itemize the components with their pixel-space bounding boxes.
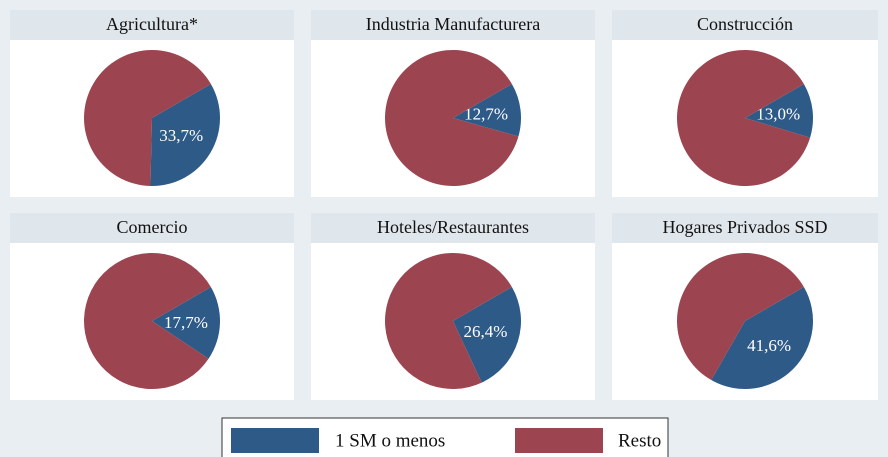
pie-slice <box>84 49 211 186</box>
panel-title-bar <box>10 213 294 243</box>
panel-title-bar <box>311 10 595 40</box>
panel-title: Industria Manufacturera <box>366 14 540 34</box>
data-label: 33,7% <box>159 126 203 145</box>
pie-slice <box>385 253 512 389</box>
panel-title-bar <box>10 10 294 40</box>
legend-swatch <box>515 428 603 453</box>
pie-slice <box>745 84 813 138</box>
panel-title: Hogares Privados SSD <box>663 217 828 237</box>
pie-slice <box>83 253 211 389</box>
pie-slice <box>453 287 522 383</box>
pie-slice <box>677 49 811 186</box>
legend-label: Resto <box>618 430 661 451</box>
pie-slice <box>150 84 221 186</box>
data-label: 13,0% <box>756 105 800 124</box>
panel-title: Construcción <box>697 14 793 34</box>
panel-title: Hoteles/Restaurantes <box>377 217 529 237</box>
pie-slice <box>677 253 804 381</box>
data-label: 12,7% <box>464 104 508 123</box>
panel-title-bar <box>311 213 595 243</box>
pie-slice <box>385 49 519 186</box>
legend-label: 1 SM o menos <box>335 430 445 451</box>
panel-title-bar <box>612 10 878 40</box>
pie-slice <box>152 287 220 359</box>
panel-title: Agricultura* <box>106 14 198 34</box>
data-label: 41,6% <box>747 336 791 355</box>
panel-title: Comercio <box>117 217 188 237</box>
data-label: 17,7% <box>164 313 208 332</box>
legend-swatch <box>231 428 319 453</box>
data-label: 26,4% <box>463 322 507 341</box>
pie-slice <box>711 287 814 390</box>
panel-title-bar <box>612 213 878 243</box>
pie-slice <box>453 84 521 137</box>
